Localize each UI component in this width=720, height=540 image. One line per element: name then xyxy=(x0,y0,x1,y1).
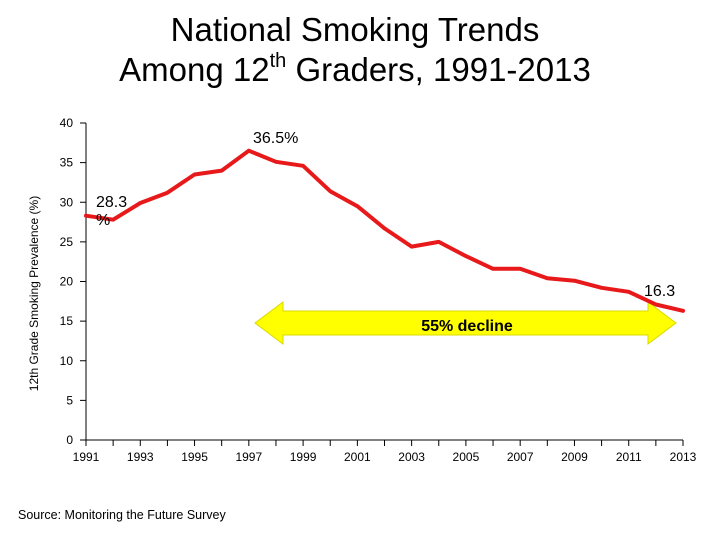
y-tick-label: 5 xyxy=(66,393,73,407)
x-tick-label: 2013 xyxy=(670,450,697,464)
chart-title-line-2: Among 12th Graders, 1991-2013 xyxy=(0,50,710,90)
data-point xyxy=(111,218,115,222)
data-point xyxy=(464,254,468,258)
data-point xyxy=(437,240,441,244)
series-line xyxy=(84,148,685,313)
data-point xyxy=(681,309,685,313)
x-tick-label: 2001 xyxy=(344,450,371,464)
title-text-2b: Graders, 1991-2013 xyxy=(286,51,591,88)
decline-arrow-group: 55% decline xyxy=(254,301,677,345)
data-point xyxy=(491,267,495,271)
data-point xyxy=(274,160,278,164)
data-point xyxy=(410,245,414,249)
x-tick-label: 1997 xyxy=(235,450,262,464)
data-point xyxy=(545,276,549,280)
y-tick-label: 20 xyxy=(60,275,74,289)
data-point xyxy=(301,164,305,168)
y-tick-label: 35 xyxy=(60,156,74,170)
x-tick-label: 1993 xyxy=(127,450,154,464)
end-value-label: 16.3 xyxy=(644,283,675,300)
data-point xyxy=(599,286,604,290)
data-point xyxy=(572,279,577,283)
data-point xyxy=(382,226,387,231)
series-group xyxy=(84,148,685,313)
annotation-group: 28.3 % 36.5% 16.3 xyxy=(96,130,675,300)
y-tick-label: 25 xyxy=(60,235,74,249)
y-tick-label: 10 xyxy=(60,354,74,368)
y-tick-label: 15 xyxy=(60,314,74,328)
x-tick-label: 2011 xyxy=(616,450,642,464)
start-value-label: 28.3% xyxy=(96,194,127,229)
x-tick-label: 2003 xyxy=(398,450,425,464)
chart-title-line-1: National Smoking Trends xyxy=(0,10,710,50)
title-text-1: National Smoking Trends xyxy=(170,11,540,48)
y-tick-label: 40 xyxy=(60,116,74,130)
x-tick-label: 1991 xyxy=(73,450,100,464)
data-point xyxy=(627,290,631,294)
x-tick-label: 1995 xyxy=(181,450,208,464)
data-point xyxy=(165,191,170,195)
data-point xyxy=(247,149,251,153)
y-axis-label: 12th Grade Smoking Prevalence (%) xyxy=(27,196,41,391)
x-tick-label: 2007 xyxy=(507,450,534,464)
title-superscript: th xyxy=(269,50,287,72)
y-tick-label: 30 xyxy=(60,195,74,209)
data-point xyxy=(518,267,522,271)
x-tick-label: 1999 xyxy=(290,450,317,464)
data-point xyxy=(192,172,197,177)
data-point xyxy=(654,302,658,307)
y-tick-label: 0 xyxy=(66,433,73,447)
x-tick-label: 2005 xyxy=(453,450,480,464)
decline-label: 55% decline xyxy=(421,318,513,335)
data-point xyxy=(328,189,332,193)
chart-axes: 0 5 10 15 20 25 30 35 40 1991 1993 1995 1997 1999 2001… xyxy=(27,116,697,464)
data-point xyxy=(355,204,359,208)
peak-value-label: 36.5% xyxy=(253,130,298,147)
data-point xyxy=(220,168,224,173)
decline-arrow xyxy=(254,301,677,345)
data-point xyxy=(138,201,142,205)
x-tick-label: 2009 xyxy=(561,450,588,464)
data-point xyxy=(84,214,88,218)
source-note: Source: Monitoring the Future Survey xyxy=(18,508,226,522)
title-text-2a: Among 12 xyxy=(119,51,270,88)
